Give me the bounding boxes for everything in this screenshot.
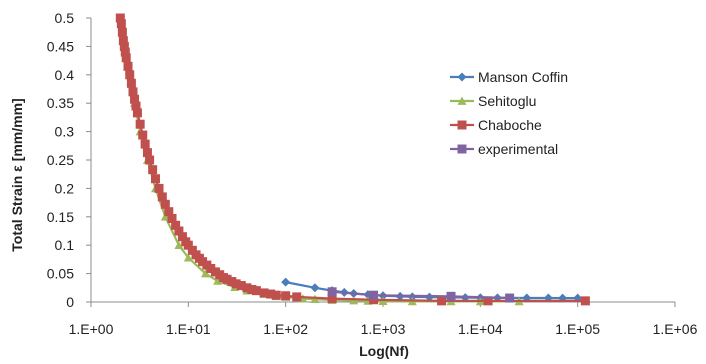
plot-series	[115, 13, 590, 306]
data-point	[171, 220, 181, 230]
data-point	[115, 13, 125, 23]
data-point	[116, 19, 126, 29]
data-point	[327, 287, 337, 297]
legend-item: Chaboche	[450, 117, 542, 133]
data-point	[281, 291, 291, 301]
data-point	[437, 296, 447, 306]
legend-swatch-marker	[457, 120, 467, 130]
data-point	[174, 240, 184, 250]
data-point	[167, 214, 177, 224]
data-point	[310, 283, 320, 293]
data-point	[259, 288, 269, 298]
legend-item: Manson Coffin	[450, 69, 568, 85]
data-point	[369, 290, 379, 300]
data-point	[200, 269, 210, 278]
y-tick-label: 0.15	[47, 209, 74, 225]
legend-item: Sehitoglu	[450, 93, 536, 109]
y-tick-label: 0.25	[47, 152, 74, 168]
y-tick-label: 0.4	[55, 67, 75, 83]
data-point	[160, 199, 170, 209]
y-tick-label: 0.2	[55, 180, 75, 196]
data-point	[174, 226, 184, 236]
data-point	[281, 277, 291, 287]
data-point	[132, 108, 142, 118]
data-point	[126, 78, 136, 88]
legend-label: Chaboche	[478, 117, 542, 133]
x-axis-title: Log(Nf)	[359, 343, 409, 359]
y-tick-label: 0.3	[55, 124, 75, 140]
data-point	[271, 290, 281, 300]
data-point	[446, 291, 456, 301]
legend-swatch-marker	[457, 72, 467, 82]
series-experimental	[327, 287, 515, 303]
data-point	[251, 286, 261, 296]
data-point	[222, 274, 232, 284]
data-point	[580, 296, 590, 306]
x-tick-label: 1.E+06	[653, 321, 698, 337]
legend-label: experimental	[478, 141, 558, 157]
data-point	[213, 276, 223, 285]
legend-swatch-marker	[457, 144, 467, 154]
data-point	[236, 281, 246, 291]
data-point	[157, 192, 167, 202]
data-point	[183, 240, 193, 250]
y-tick-label: 0.05	[47, 266, 74, 282]
legend-item: experimental	[450, 141, 558, 157]
data-point	[266, 289, 276, 299]
x-tick-label: 1.E+01	[166, 321, 211, 337]
x-tick-label: 1.E+05	[555, 321, 600, 337]
data-point	[138, 130, 148, 140]
legend-label: Manson Coffin	[478, 69, 568, 85]
data-point	[142, 148, 152, 158]
y-axis-title: Total Strain ε [mm/mm]	[9, 98, 25, 251]
data-point	[131, 101, 141, 111]
series-line	[332, 290, 510, 300]
legend-label: Sehitoglu	[478, 93, 536, 109]
data-point	[117, 27, 127, 37]
data-point	[483, 296, 493, 306]
x-tick-label: 1.E+02	[263, 321, 308, 337]
x-axis: 1.E+00 1.E+01 1.E+02 1.E+03 1.E+04 1.E+05 1.E+…	[69, 301, 698, 337]
data-point	[118, 36, 128, 46]
series-chaboche	[115, 13, 590, 306]
data-point	[151, 174, 161, 184]
y-tick-label: 0.1	[55, 237, 75, 253]
y-axis: 0 0.05 0.1 0.15 0.2 0.25 0.3 0.35 0.4 0.45 0.5	[47, 10, 92, 310]
data-point	[148, 165, 158, 175]
data-point	[145, 155, 155, 165]
data-point	[177, 232, 187, 242]
data-point	[125, 70, 135, 80]
x-tick-label: 1.E+03	[361, 321, 406, 337]
data-point	[130, 94, 140, 104]
data-point	[327, 294, 337, 304]
data-point	[369, 295, 379, 305]
data-point	[135, 119, 145, 129]
legend-swatch-marker	[457, 96, 467, 105]
y-tick-label: 0.35	[47, 95, 74, 111]
data-point	[231, 279, 241, 289]
data-point	[242, 283, 252, 293]
data-point	[120, 47, 130, 57]
data-point	[187, 245, 197, 255]
y-tick-label: 0	[66, 294, 74, 310]
data-point	[505, 293, 515, 303]
data-point	[121, 53, 131, 63]
data-point	[292, 292, 302, 302]
y-tick-label: 0.45	[47, 38, 74, 54]
data-point	[123, 61, 133, 71]
data-point	[206, 263, 216, 273]
data-point	[140, 139, 150, 149]
x-tick-label: 1.E+00	[69, 321, 114, 337]
data-point	[183, 253, 193, 262]
data-point	[128, 87, 138, 97]
y-tick-label: 0.5	[55, 10, 75, 26]
data-point	[164, 207, 174, 217]
data-point	[119, 41, 129, 51]
x-tick-label: 1.E+04	[458, 321, 503, 337]
legend: Manson Coffin Sehitoglu Chaboche experiment…	[450, 69, 568, 157]
data-point	[154, 183, 164, 193]
